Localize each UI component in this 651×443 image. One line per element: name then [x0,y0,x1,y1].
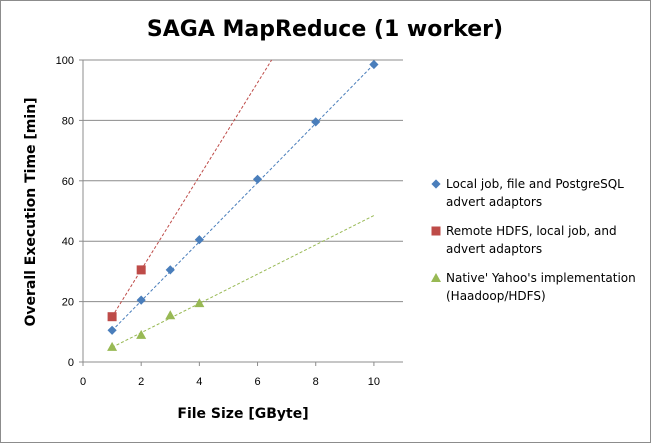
data-point-series-1 [194,235,204,245]
y-tick-label: 0 [68,357,74,369]
data-point-series-3 [165,310,176,320]
data-point-series-1 [107,325,117,335]
legend-marker-series-3 [431,273,441,282]
tick-labels: 0 20 40 60 80 100 0 2 4 6 8 10 [56,55,380,388]
x-tick-label: 10 [368,376,380,388]
legend-marker-series-2 [431,226,441,236]
data-point-series-3 [136,329,147,339]
legend-label-series-3: (Haadoop/HDFS) [446,289,546,303]
x-tick-label: 4 [196,376,202,388]
data-point-series-1 [369,59,379,70]
legend-label-series-2: Remote HDFS, local job, and [446,224,617,238]
legend-marker-series-1 [431,179,441,189]
y-tick-label: 100 [56,55,74,67]
legend-label-series-1: advert adaptors [446,195,542,209]
y-tick-label: 20 [62,297,74,309]
y-axis-title: Overall Execution Time [min] [23,97,39,326]
data-point-series-2 [136,265,146,275]
data-point-series-1 [252,174,263,184]
legend-label-series-3: Native' Yahoo's implementation [446,271,636,285]
legend-label-series-1: Local job, file and PostgreSQL [446,177,624,191]
trendline-series-1 [111,63,375,331]
chart-title: SAGA MapReduce (1 worker) [147,17,503,42]
y-tick-label: 40 [62,236,74,248]
data-point-series-1 [136,295,146,305]
trendlines [111,59,375,348]
x-tick-label: 0 [80,376,86,388]
gridlines [83,59,403,303]
data-point-series-1 [311,117,321,127]
legend-label-series-2: advert adaptors [446,242,542,256]
x-axis-title: File Size [GByte] [177,406,308,422]
trendline-series-3 [111,215,375,348]
x-tick-label: 6 [254,376,260,388]
data-point-series-3 [194,298,205,308]
x-tick-label: 8 [313,376,319,388]
data-point-series-1 [165,265,175,275]
data-points [107,59,379,351]
x-tick-label: 2 [138,376,144,388]
legend: Local job, file and PostgreSQL advert ada… [431,177,636,303]
y-tick-label: 60 [62,176,74,188]
data-point-series-2 [107,312,117,322]
y-tick-label: 80 [62,115,74,127]
data-point-series-3 [107,341,118,351]
axes [79,59,403,366]
trendline-series-2 [111,59,273,317]
